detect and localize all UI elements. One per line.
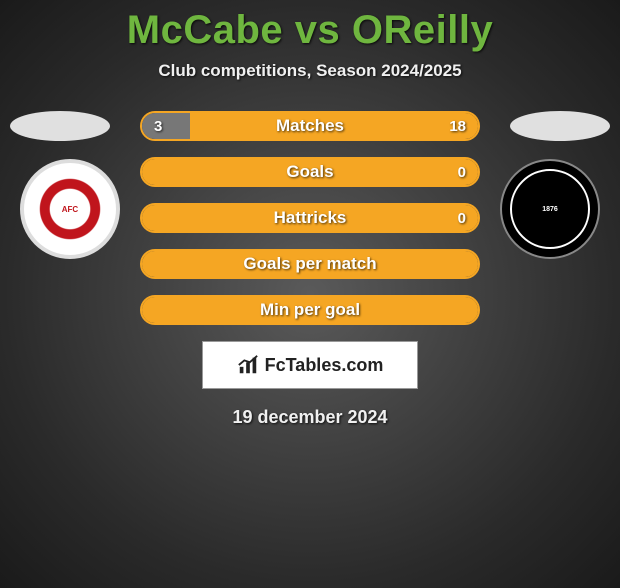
- club-crest-right: 1876: [500, 159, 600, 259]
- crest-right-year: 1876: [542, 206, 558, 213]
- stat-label: Hattricks: [142, 205, 478, 231]
- stat-bar-hattricks: Hattricks 0: [140, 203, 480, 233]
- page-title: McCabe vs OReilly: [0, 8, 620, 53]
- stat-bar-goals-per-match: Goals per match: [140, 249, 480, 279]
- club-crest-left: AFC: [20, 159, 120, 259]
- crest-left-abbrev: AFC: [62, 205, 78, 214]
- comparison-area: AFC 1876 3 Matches 18 Goals 0 Hattricks …: [0, 111, 620, 428]
- date-label: 19 december 2024: [0, 407, 620, 428]
- stats-bars: 3 Matches 18 Goals 0 Hattricks 0 Goals p…: [140, 111, 480, 325]
- stat-right-value: 0: [446, 159, 478, 185]
- player-silhouette-left: [10, 111, 110, 141]
- stat-label: Min per goal: [142, 297, 478, 323]
- subtitle: Club competitions, Season 2024/2025: [0, 61, 620, 81]
- stat-label: Matches: [142, 113, 478, 139]
- stat-right-value: 18: [437, 113, 478, 139]
- stat-bar-matches: 3 Matches 18: [140, 111, 480, 141]
- watermark-text: FcTables.com: [265, 355, 384, 376]
- stat-label: Goals per match: [142, 251, 478, 277]
- chart-icon: [237, 354, 259, 376]
- crest-left-inner: AFC: [35, 174, 105, 244]
- player-silhouette-right: [510, 111, 610, 141]
- crest-right-inner: 1876: [510, 169, 590, 249]
- stat-bar-min-per-goal: Min per goal: [140, 295, 480, 325]
- fctables-watermark: FcTables.com: [202, 341, 418, 389]
- stat-label: Goals: [142, 159, 478, 185]
- stat-right-value: 0: [446, 205, 478, 231]
- stat-bar-goals: Goals 0: [140, 157, 480, 187]
